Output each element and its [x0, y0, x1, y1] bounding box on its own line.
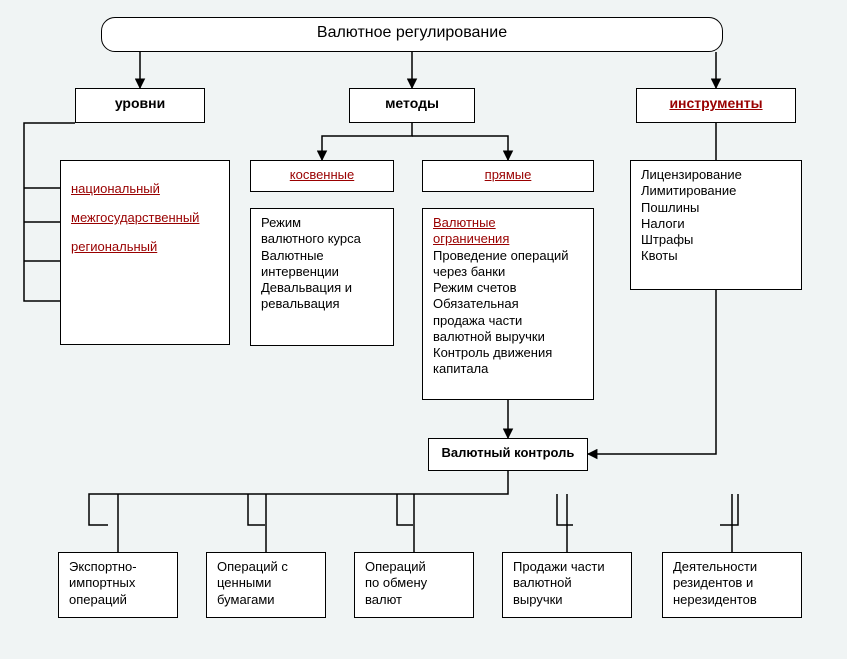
control-item-2: Операций по обмену валют	[354, 552, 474, 618]
direct-line: валютной выручки	[433, 329, 583, 345]
methods-heading: методы	[385, 95, 439, 111]
instruments-heading-node: инструменты	[636, 88, 796, 123]
methods-heading-node: методы	[349, 88, 475, 123]
direct-line: через банки	[433, 264, 583, 280]
levels-heading-node: уровни	[75, 88, 205, 123]
indirect-line: Девальвация и	[261, 280, 383, 296]
instruments-item: Налоги	[641, 216, 791, 232]
direct-line: капитала	[433, 361, 583, 377]
ci0-l1: импортных	[69, 575, 167, 591]
ci0-l0: Экспортно-	[69, 559, 167, 575]
indirect-line: Режим	[261, 215, 383, 231]
levels-item-interstate[interactable]: межгосударственный	[71, 210, 219, 225]
levels-heading: уровни	[115, 95, 165, 111]
instruments-heading: инструменты	[669, 95, 762, 111]
indirect-heading[interactable]: косвенные	[290, 167, 355, 182]
instruments-item: Штрафы	[641, 232, 791, 248]
ci2-l1: по обмену	[365, 575, 463, 591]
control-item-3: Продажи части валютной выручки	[502, 552, 632, 618]
direct-line: Обязательная	[433, 296, 583, 312]
instruments-item: Лицензирование	[641, 167, 791, 183]
ci1-l2: бумагами	[217, 592, 315, 608]
direct-line: Режим счетов	[433, 280, 583, 296]
control-heading-node: Валютный контроль	[428, 438, 588, 471]
ci3-l0: Продажи части	[513, 559, 621, 575]
control-item-1: Операций с ценными бумагами	[206, 552, 326, 618]
direct-link-line[interactable]: ограничения	[433, 231, 583, 247]
ci4-l0: Деятельности	[673, 559, 791, 575]
control-item-0: Экспортно- импортных операций	[58, 552, 178, 618]
ci2-l0: Операций	[365, 559, 463, 575]
indirect-heading-node: косвенные	[250, 160, 394, 192]
indirect-list: Режим валютного курса Валютные интервенц…	[250, 208, 394, 346]
ci3-l1: валютной	[513, 575, 621, 591]
control-heading: Валютный контроль	[442, 445, 575, 460]
ci0-l2: операций	[69, 592, 167, 608]
ci4-l2: нерезидентов	[673, 592, 791, 608]
indirect-line: интервенции	[261, 264, 383, 280]
direct-heading-node: прямые	[422, 160, 594, 192]
direct-link-line[interactable]: Валютные	[433, 215, 583, 231]
indirect-line: ревальвация	[261, 296, 383, 312]
root-label: Валютное регулирование	[317, 24, 507, 41]
indirect-line: валютного курса	[261, 231, 383, 247]
instruments-item: Квоты	[641, 248, 791, 264]
levels-item-national[interactable]: национальный	[71, 181, 219, 196]
control-item-4: Деятельности резидентов и нерезидентов	[662, 552, 802, 618]
ci3-l2: выручки	[513, 592, 621, 608]
indirect-line: Валютные	[261, 248, 383, 264]
instruments-list: Лицензирование Лимитирование Пошлины Нал…	[630, 160, 802, 290]
direct-line: Проведение операций	[433, 248, 583, 264]
levels-list: национальный межгосударственный регионал…	[60, 160, 230, 345]
ci1-l1: ценными	[217, 575, 315, 591]
direct-list: Валютные ограничения Проведение операций…	[422, 208, 594, 400]
instruments-item: Лимитирование	[641, 183, 791, 199]
instruments-item: Пошлины	[641, 200, 791, 216]
ci2-l2: валют	[365, 592, 463, 608]
direct-heading[interactable]: прямые	[485, 167, 532, 182]
direct-line: продажа части	[433, 313, 583, 329]
root-node: Валютное регулирование	[101, 17, 723, 52]
ci1-l0: Операций с	[217, 559, 315, 575]
ci4-l1: резидентов и	[673, 575, 791, 591]
direct-line: Контроль движения	[433, 345, 583, 361]
levels-item-regional[interactable]: региональный	[71, 239, 219, 254]
